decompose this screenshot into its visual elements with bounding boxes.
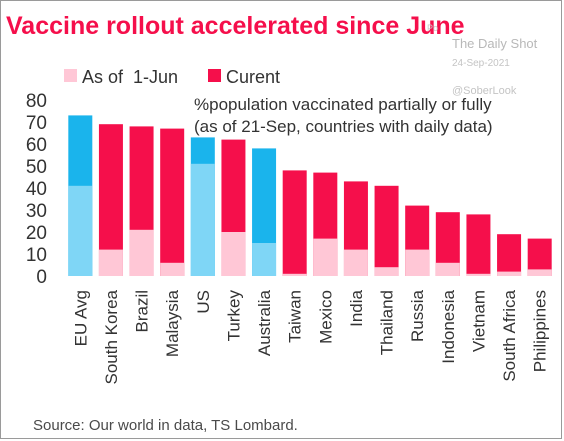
bar-june — [374, 267, 399, 276]
bar-june — [343, 249, 368, 276]
x-tick-label: Vietnam — [469, 290, 488, 352]
bar-june — [190, 163, 215, 276]
x-tick-label: Thailand — [378, 290, 397, 355]
y-tick-label: 10 — [26, 245, 47, 266]
x-tick-label: Australia — [255, 289, 274, 356]
y-tick-label: 80 — [26, 91, 47, 112]
bar-june — [129, 229, 154, 276]
bar-june — [221, 232, 246, 276]
bar-june — [98, 249, 123, 276]
bar-june — [68, 185, 93, 276]
x-tick-label: Taiwan — [286, 290, 305, 343]
bar-current — [374, 185, 399, 276]
y-tick-label: 70 — [26, 113, 47, 134]
legend-label-current: Curent — [226, 67, 280, 87]
watermark-line2: 24-Sep-2021 — [452, 58, 510, 69]
bar-current — [282, 170, 307, 276]
watermark-line1: The Daily Shot — [452, 36, 538, 51]
bar-june — [282, 273, 307, 276]
watermark-line3: @SoberLook — [452, 85, 517, 97]
legend-swatch-june — [64, 69, 77, 82]
x-tick-label: Turkey — [224, 290, 243, 342]
chart-title: Vaccine rollout accelerated since June — [6, 12, 465, 40]
x-tick-label: Brazil — [133, 290, 152, 333]
bars — [68, 115, 552, 277]
x-tick-label: Mexico — [316, 290, 335, 344]
y-tick-label: 0 — [36, 267, 47, 288]
x-tick-label: India — [347, 289, 366, 326]
x-tick-label: Malaysia — [163, 289, 182, 357]
bar-june — [160, 262, 185, 276]
bar-current — [466, 214, 491, 276]
y-tick-label: 40 — [26, 179, 47, 200]
bar-june — [252, 243, 277, 276]
source-note: Source: Our world in data, TS Lombard. — [33, 417, 298, 434]
y-tick-label: 20 — [26, 223, 47, 244]
bar-current — [160, 128, 185, 276]
x-tick-label: US — [194, 290, 213, 314]
x-tick-label: Philippines — [531, 290, 550, 372]
y-tick-label: 30 — [26, 201, 47, 222]
x-tick-label: Indonesia — [439, 289, 458, 363]
bar-june — [497, 271, 522, 276]
x-tick-label: South Korea — [102, 289, 121, 384]
bar-june — [466, 273, 491, 276]
legend-swatch-current — [208, 69, 221, 82]
y-tick-label: 50 — [26, 157, 47, 178]
bar-current — [497, 234, 522, 276]
annotation-line2: (as of 21-Sep, countries with daily data… — [194, 117, 493, 136]
annotation-line1: %population vaccinated partially or full… — [194, 95, 492, 114]
legend-label-june: As of 1-Jun — [82, 67, 178, 87]
x-tick-label: South Africa — [500, 289, 519, 381]
bar-june — [527, 269, 552, 276]
x-tick-label: Russia — [408, 289, 427, 342]
watermark-corner: Po — [427, 23, 438, 33]
bar-june — [405, 249, 430, 276]
bar-june — [435, 262, 460, 276]
x-tick-label: EU Avg — [71, 290, 90, 346]
bar-june — [313, 238, 338, 276]
x-axis: EU Avg South Korea Brazil Malaysia US Turkey A… — [71, 289, 549, 384]
y-tick-label: 60 — [26, 135, 47, 156]
